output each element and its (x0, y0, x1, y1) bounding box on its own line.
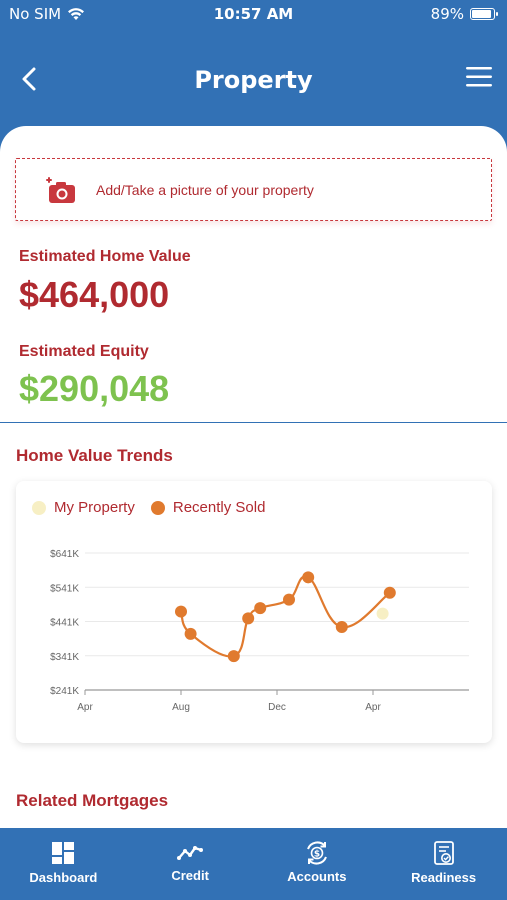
battery-icon (470, 8, 498, 20)
battery-level (472, 10, 491, 18)
recently-sold-point (227, 650, 240, 663)
header: Property (0, 50, 507, 110)
trend-chart: $241K $341K $441K $541K $641K Apr Aug Dec Apr (50, 549, 469, 713)
legend-label-my-property: My Property (54, 499, 135, 516)
trend-chart-card: $241K $341K $441K $541K $641K Apr Aug Dec Apr My… (16, 481, 492, 743)
my-property-point (376, 607, 389, 620)
trend-icon (177, 846, 204, 860)
trends-title: Home Value Trends (16, 446, 173, 465)
equity-label: Estimated Equity (19, 343, 149, 360)
home-value-label: Estimated Home Value (19, 248, 191, 265)
mortgages-title: Related Mortgages (16, 791, 169, 810)
legend-my-property[interactable]: My Property (32, 499, 135, 516)
accounts-icon: $ (306, 841, 327, 865)
legend-dot-recently-sold (150, 500, 165, 515)
readiness-icon (433, 841, 454, 865)
status-time: 10:57 AM (213, 5, 294, 23)
content-card: Add/Take a picture of your property Esti… (0, 126, 507, 828)
recently-sold-line (179, 575, 391, 658)
page-title: Property (194, 66, 313, 94)
recently-sold-point (175, 605, 187, 618)
y-tick-label: $241K (50, 686, 79, 697)
legend-dot-my-property (32, 500, 46, 515)
add-photo-label: Add/Take a picture of your property (96, 181, 314, 198)
carrier-label: No SIM (9, 5, 62, 23)
chart-legend: My Property Recently Sold (32, 499, 281, 516)
divider (0, 422, 507, 423)
y-tick-label: $441K (50, 618, 79, 629)
wifi-icon (68, 8, 85, 20)
back-icon[interactable] (16, 64, 44, 94)
add-photo-button[interactable]: Add/Take a picture of your property (15, 158, 492, 221)
nav-label-credit: Credit (171, 868, 209, 883)
hamburger-menu-icon[interactable] (465, 64, 493, 90)
y-tick-label: $541K (50, 583, 79, 594)
x-tick-label: Apr (77, 702, 93, 713)
recently-sold-point (184, 627, 197, 640)
recently-sold-point (335, 620, 348, 633)
svg-text:$: $ (314, 849, 320, 859)
x-tick-label: Apr (365, 702, 381, 713)
home-value-amount: $464,000 (19, 274, 170, 315)
nav-readiness[interactable]: Readiness (380, 828, 507, 900)
nav-label-accounts: Accounts (287, 869, 347, 884)
add-camera-icon (46, 176, 75, 203)
status-left: No SIM (9, 5, 85, 23)
recently-sold-point (254, 602, 267, 615)
recently-sold-point (242, 612, 255, 625)
recently-sold-point (383, 586, 396, 599)
status-bar: No SIM 10:57 AM 89% (0, 0, 507, 30)
x-tick-label: Dec (268, 702, 286, 713)
bottom-nav: Dashboard Credit $ Accounts (0, 828, 507, 900)
equity-amount: $290,048 (19, 368, 170, 409)
y-tick-label: $341K (50, 652, 79, 663)
nav-dashboard[interactable]: Dashboard (0, 828, 127, 900)
dashboard-icon (52, 842, 75, 864)
legend-label-recently-sold: Recently Sold (172, 499, 266, 516)
nav-credit[interactable]: Credit (127, 828, 254, 900)
legend-recently-sold[interactable]: Recently Sold (150, 499, 266, 516)
status-right: 89% (430, 5, 498, 23)
battery-percent: 89% (430, 5, 464, 23)
recently-sold-point (283, 593, 295, 606)
recently-sold-point (302, 571, 315, 584)
x-tick-label: Aug (172, 702, 190, 713)
y-tick-label: $641K (50, 549, 79, 560)
nav-accounts[interactable]: $ Accounts (254, 828, 381, 900)
nav-label-readiness: Readiness (411, 870, 477, 885)
nav-label-dashboard: Dashboard (29, 870, 98, 885)
